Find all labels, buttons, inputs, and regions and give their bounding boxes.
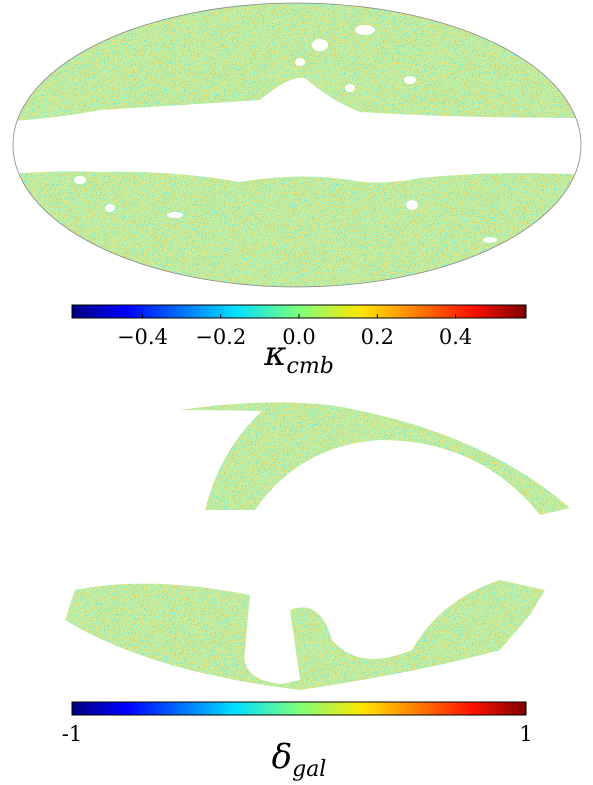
tick-label: −0.2 (195, 325, 246, 349)
label-symbol: κ (263, 334, 286, 374)
tick-label: −0.4 (117, 325, 168, 349)
colorbar (71, 701, 527, 716)
delta-map (65, 402, 570, 690)
tick-label: 0.2 (361, 325, 394, 349)
label-subscript: gal (292, 757, 326, 782)
tick-label: 1 (519, 722, 532, 746)
label-symbol: δ (272, 737, 292, 777)
tick-label: -1 (62, 722, 82, 746)
label-subscript: cmb (287, 354, 334, 379)
colorbar-label: δgal (272, 737, 327, 782)
tick-label: 0.0 (282, 325, 315, 349)
kappa-map (12, 2, 582, 288)
colorbar-label: κcmb (263, 334, 334, 379)
tick-label: 0.4 (439, 325, 472, 349)
